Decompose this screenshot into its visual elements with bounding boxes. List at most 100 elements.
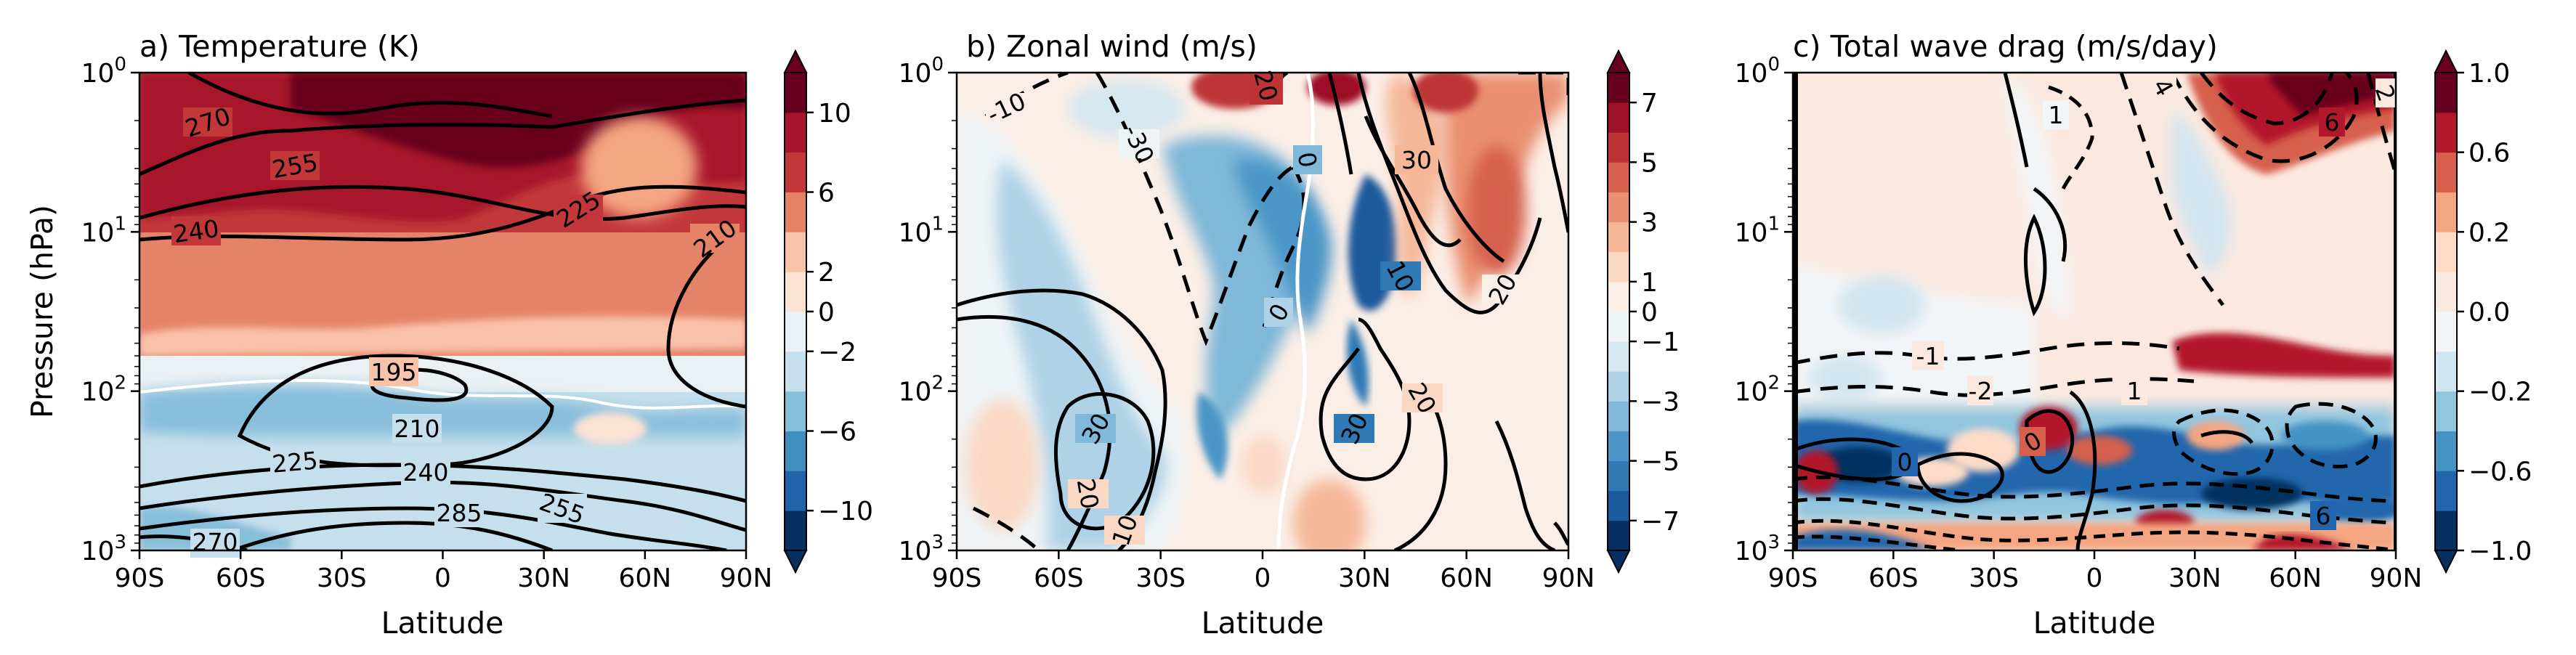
panel-b-y-tick-label: 102 [899,373,944,407]
panel-c-contour-label: 1 [2049,101,2064,129]
panel-b-colorbar-tick-label: 7 [1641,89,1658,118]
panel-a-colorbar-band [785,73,806,113]
panel-a-colorbar-tick-label: 6 [818,179,835,208]
panel-a-colorbar-tick-label: 2 [818,258,835,288]
panel-a-contour-label: 285 [437,499,482,527]
panel-c-contour-label: 6 [2325,108,2340,137]
panel-b-colorbar-band [1608,132,1629,163]
panel-a-x-tick-label: 90N [720,564,773,593]
panel-c-x-label: Latitude [2033,606,2156,640]
panel-a-x-label: Latitude [381,606,504,640]
panel-a-colorbar-band [785,192,806,232]
panel-a-colorbar-band [785,351,806,392]
panel-a-contours [139,73,746,550]
panel-c-colorbar-band [2435,471,2457,511]
panel-c-x-tick-label: 90N [2370,564,2423,593]
panel-b-colorbar-extend-max [1606,49,1631,73]
panel-a-title: a) Temperature (K) [139,29,420,64]
panel-c-colorbar-band [2435,112,2457,153]
panel-b-colorbar-tick-label: 3 [1641,208,1658,238]
panel-c-x-tick-label: 0 [2086,564,2103,593]
panel-b-colorbar-tick-label: −7 [1641,507,1680,537]
panel-b-colorbar-tick-label: −5 [1641,447,1680,477]
panel-a-x-tick-label: 30N [517,564,570,593]
panel-b-colorbar-band [1608,251,1629,282]
panel-a-contour-label: 240 [171,214,221,248]
panel-c-x-tick-label: 30S [1969,564,2019,593]
panel-b-colorbar-band [1608,490,1629,521]
panel-b-title: b) Zonal wind (m/s) [966,29,1257,64]
panel-a-x-tick-label: 60N [618,564,671,593]
panel-b-field [957,73,1568,550]
panel-c-colorbar-extend-min [2434,550,2458,574]
panel-c-y-tick-label: 101 [1735,213,1780,248]
panel-c-colorbar-tick-label: 0.6 [2468,139,2510,168]
panel-b-colorbar-tick-label: 0 [1641,298,1658,328]
panel-a-colorbar-band [785,152,806,192]
panel-b-colorbar-band [1608,162,1629,192]
panel-a-contour-label: 195 [371,358,417,386]
panel-c-colorbar-band [2435,510,2457,551]
panel-a-colorbar-extend-max [783,49,808,73]
panel-b-contour-label: 20 [1072,476,1105,511]
panel-c-contour-label: -2 [1969,377,1993,405]
panel-b-colorbar-tick-label: −1 [1641,328,1680,357]
panel-b-contour-label: 30 [1401,146,1432,174]
panel-b-x-tick-label: 30S [1135,564,1186,593]
panel-c-colorbar-tick-label: 1.0 [2468,59,2510,89]
panel-c-x-tick-label: 60N [2269,564,2322,593]
panel-c-x-tick-label: 60S [1868,564,1919,593]
panel-a-colorbar-band [785,232,806,272]
panel-c-colorbar-tick-label: −0.2 [2468,378,2532,407]
panel-b-colorbar-band [1608,221,1629,253]
panel-a-y-tick-label: 102 [81,373,126,407]
panel-c-x-tick-label: 90S [1768,564,1818,593]
panel-c-colorbar-band [2435,73,2457,113]
panel-c-colorbar-tick-label: −1.0 [2468,537,2532,566]
panel-b-x-tick-label: 60S [1034,564,1084,593]
panel-b: b) Zonal wind (m/s) [899,29,1680,640]
panel-a-x-tick-label: 90S [115,564,165,593]
panel-b-x-tick-label: 60N [1440,564,1493,593]
panel-b-x-tick-label: 0 [1255,564,1271,593]
panel-c-colorbar-band [2435,192,2457,232]
panel-b-colorbar-band [1608,371,1629,402]
panel-c-colorbar-tick-label: 0.2 [2468,218,2510,248]
panel-b-colorbar-band [1608,460,1629,492]
panel-c-contour-label: -1 [1916,342,1940,370]
panel-b-colorbar-band [1608,73,1629,103]
panel-a-contour-label: 225 [271,446,319,478]
panel-b-colorbar-band [1608,520,1629,551]
panel-c-colorbar-band [2435,391,2457,431]
panel-b-contour-labels: -10 -30 20 0 30 20 10 0 30 30 20 20 10 [983,68,1523,550]
panel-a-contour-label: 210 [394,415,440,443]
panel-b-x-tick-label: 90S [932,564,982,593]
panel-a-y-tick-label: 103 [81,532,126,566]
panel-c-colorbar-extend-max [2434,49,2458,73]
panel-b-colorbar-tick-label: −3 [1641,387,1680,417]
panel-b-x-tick-label: 30N [1338,564,1391,593]
panel-a-colorbar-band [785,391,806,431]
panel-a-colorbar-extend-min [783,550,808,574]
panel-b-y-tick-label: 100 [899,54,944,89]
panel-c-y-tick-label: 100 [1735,54,1780,89]
panel-a-contour-label: 240 [403,458,449,487]
panel-a-y-tick-label: 100 [81,54,126,89]
panel-c-x-tick-label: 30N [2168,564,2221,593]
panel-c-colorbar-band [2435,351,2457,392]
panel-a-x-tick-label: 60S [216,564,266,593]
panel-a-colorbar-tick-label: 0 [818,298,835,328]
panel-a-x-tick-label: 0 [434,564,451,593]
panel-b-x-tick-label: 90N [1542,564,1595,593]
panel-c: c) Total wave drag (m/s/day) [1735,29,2532,640]
panel-a-colorbar-tick-label: −10 [818,497,873,526]
panel-a-colorbar-band [785,471,806,511]
panel-a-colorbar-tick-label: −6 [818,418,856,447]
panel-b-colorbar-tick-label: 5 [1641,148,1658,178]
panel-b-colorbar-band [1608,341,1629,372]
panel-b-y-tick-label: 101 [899,213,944,248]
panel-c-contour-label: 6 [2316,502,2331,530]
panel-b-y-tick-label: 103 [899,532,944,566]
panel-b-colorbar-band [1608,431,1629,462]
